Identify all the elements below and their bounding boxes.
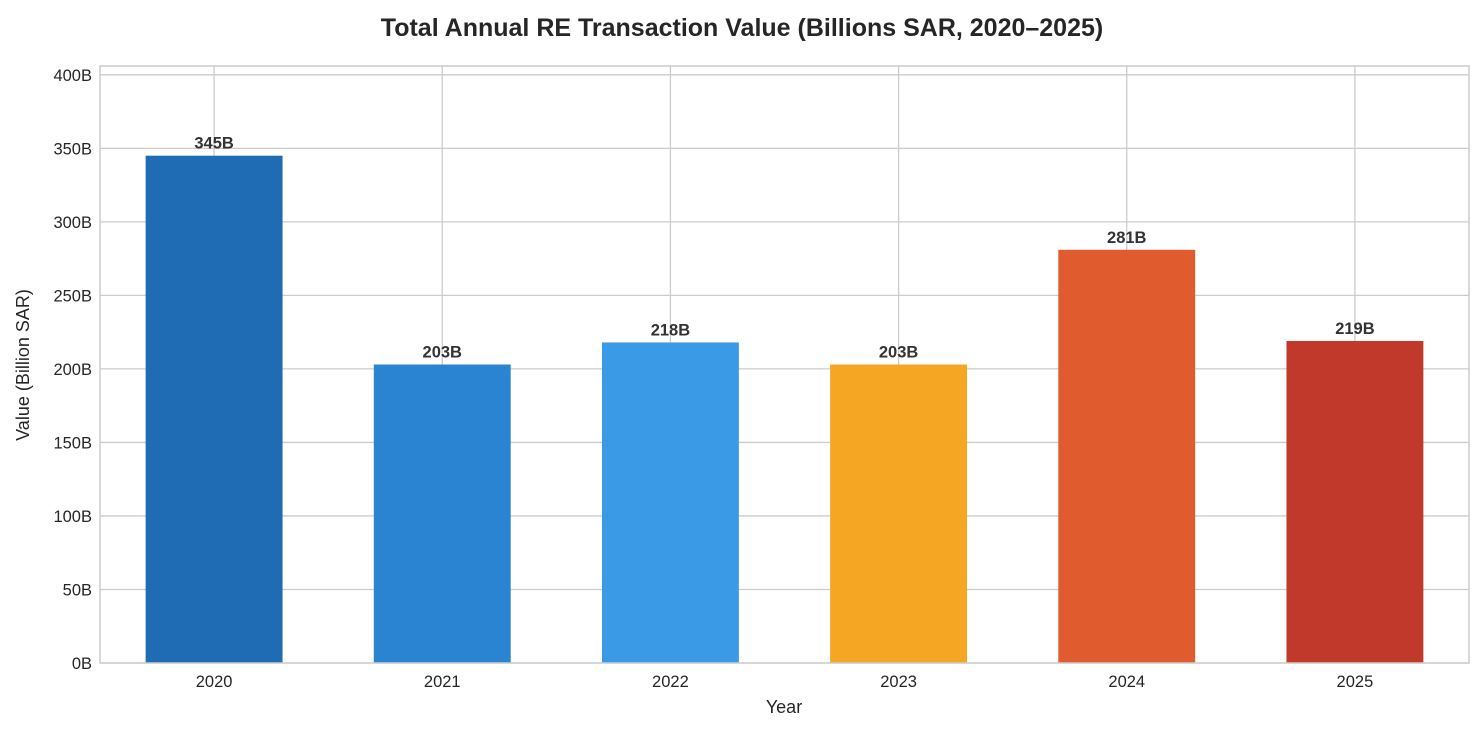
y-tick-label: 350B bbox=[53, 140, 92, 158]
y-tick-label: 50B bbox=[63, 581, 92, 599]
plot-frame bbox=[99, 65, 1470, 664]
chart-title: Total Annual RE Transaction Value (Billi… bbox=[381, 14, 1103, 42]
x-tick-label: 2023 bbox=[880, 673, 917, 691]
y-tick-label: 0B bbox=[72, 655, 92, 673]
y-tick-label: 100B bbox=[53, 508, 92, 526]
x-tick-label: 2025 bbox=[1337, 673, 1374, 691]
bar-2020 bbox=[145, 155, 283, 664]
x-tick-label: 2024 bbox=[1108, 673, 1145, 691]
y-tick-label: 150B bbox=[53, 434, 92, 452]
data-label: 219B bbox=[1335, 320, 1375, 338]
bar-2022 bbox=[601, 342, 739, 663]
x-tick-label: 2020 bbox=[196, 673, 233, 691]
x-axis-ticks: 2020 2021 2022 2023 2024 2025 bbox=[196, 673, 1374, 691]
bar-2021 bbox=[373, 364, 511, 663]
y-tick-label: 400B bbox=[53, 67, 92, 85]
x-tick-label: 2021 bbox=[424, 673, 461, 691]
y-tick-label: 300B bbox=[53, 214, 92, 232]
y-axis-ticks: 0B 50B 100B 150B 200B 250B 300B 350B 400B bbox=[53, 67, 92, 673]
grid bbox=[100, 66, 1469, 664]
data-labels: 345B 203B 218B 203B 281B 219B bbox=[194, 135, 1374, 362]
y-tick-label: 200B bbox=[53, 361, 92, 379]
x-axis-label: Year bbox=[766, 697, 802, 717]
bar-2024 bbox=[1058, 249, 1196, 663]
data-label: 203B bbox=[879, 344, 919, 362]
y-axis-label: Value (Billion SAR) bbox=[13, 289, 33, 441]
y-tick-label: 250B bbox=[53, 287, 92, 305]
data-label: 345B bbox=[194, 135, 234, 153]
data-label: 218B bbox=[651, 321, 691, 339]
x-tick-label: 2022 bbox=[652, 673, 689, 691]
data-label: 203B bbox=[423, 344, 463, 362]
data-label: 281B bbox=[1107, 229, 1147, 247]
bar-2025 bbox=[1286, 340, 1424, 663]
bar-2023 bbox=[830, 364, 968, 663]
bars bbox=[145, 155, 1424, 664]
